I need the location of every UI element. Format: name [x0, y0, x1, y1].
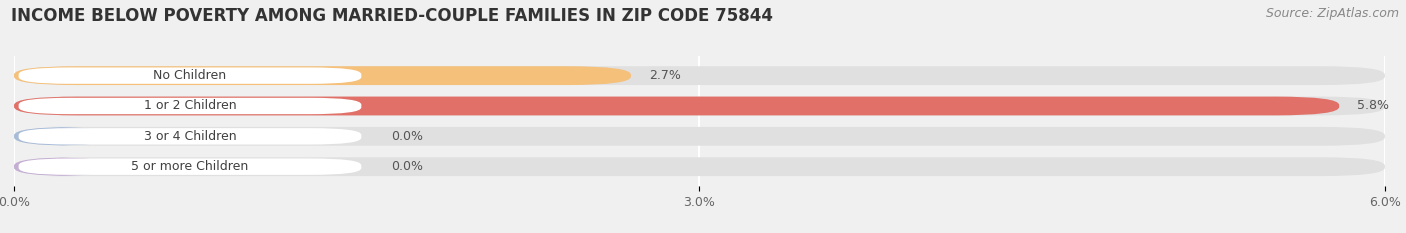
Text: Source: ZipAtlas.com: Source: ZipAtlas.com [1265, 7, 1399, 20]
FancyBboxPatch shape [18, 158, 361, 175]
FancyBboxPatch shape [18, 67, 361, 84]
Text: 0.0%: 0.0% [391, 160, 423, 173]
Text: No Children: No Children [153, 69, 226, 82]
FancyBboxPatch shape [14, 66, 1385, 85]
Text: 5.8%: 5.8% [1358, 99, 1389, 113]
FancyBboxPatch shape [14, 66, 631, 85]
Text: 3 or 4 Children: 3 or 4 Children [143, 130, 236, 143]
Text: 2.7%: 2.7% [650, 69, 681, 82]
FancyBboxPatch shape [14, 97, 1340, 115]
FancyBboxPatch shape [14, 127, 1385, 146]
Text: 0.0%: 0.0% [391, 130, 423, 143]
Text: INCOME BELOW POVERTY AMONG MARRIED-COUPLE FAMILIES IN ZIP CODE 75844: INCOME BELOW POVERTY AMONG MARRIED-COUPL… [11, 7, 773, 25]
FancyBboxPatch shape [18, 128, 361, 144]
FancyBboxPatch shape [14, 97, 1385, 115]
Text: 1 or 2 Children: 1 or 2 Children [143, 99, 236, 113]
Text: 5 or more Children: 5 or more Children [131, 160, 249, 173]
FancyBboxPatch shape [14, 127, 110, 146]
FancyBboxPatch shape [14, 157, 1385, 176]
FancyBboxPatch shape [18, 98, 361, 114]
FancyBboxPatch shape [14, 157, 110, 176]
